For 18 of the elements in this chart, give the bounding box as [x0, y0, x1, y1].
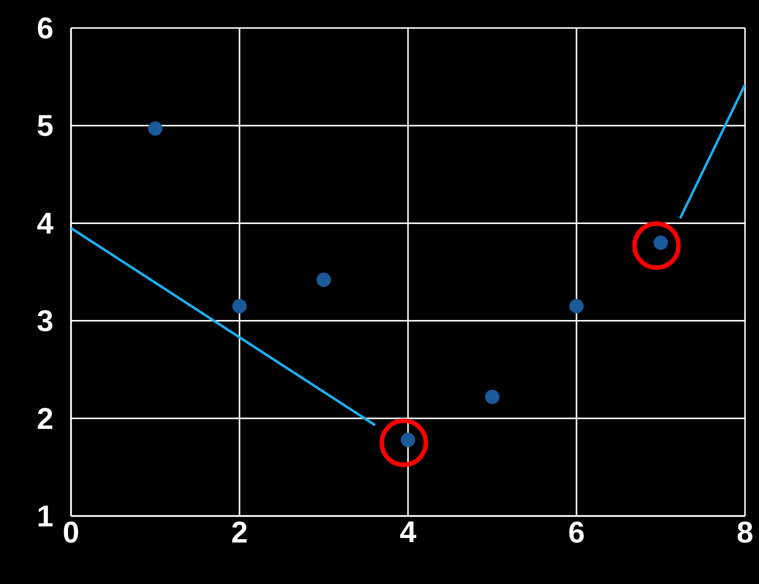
- y-tick-label: 5: [38, 115, 53, 136]
- x-tick-label: 6: [569, 522, 584, 543]
- point: [632, 221, 681, 270]
- y-tick-label: 4: [37, 212, 54, 234]
- x-tick-label: 8: [738, 522, 752, 543]
- y-tick-label: 2: [38, 408, 52, 429]
- x-tick-label: 4: [400, 522, 416, 542]
- x-tick-label: 0: [64, 522, 78, 543]
- point: [148, 121, 162, 136]
- y-tick-label: 6: [38, 17, 52, 39]
- point: [316, 272, 331, 288]
- y-tick-label: 3: [37, 310, 52, 332]
- point: [485, 390, 500, 404]
- point: [380, 418, 428, 468]
- point: [232, 298, 247, 314]
- y-tick-label: 1: [38, 506, 53, 526]
- point: [569, 298, 584, 314]
- x-tick-label: 2: [232, 522, 247, 542]
